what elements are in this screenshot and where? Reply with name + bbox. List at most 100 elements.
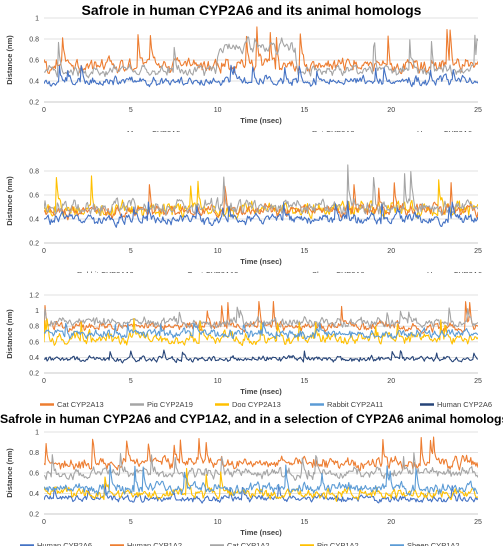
x-tick-label: 5 [129, 248, 133, 255]
distance-chart-2: 0.2 0.4 0.6 0.8 0 5 10 15 20 25 Time (nsec) Distanc… [5, 164, 482, 273]
legend-item-human-cyp2a6: Human CYP2A6 [417, 129, 472, 132]
x-tick-label: 25 [474, 248, 482, 255]
series-group [44, 26, 478, 88]
y-tick-label: 0.6 [29, 193, 39, 200]
legend-label: Dog CYP2A13 [232, 400, 281, 407]
y-tick-label: 0.6 [29, 58, 39, 65]
series-line-human-cyp2a6 [44, 482, 478, 504]
y-tick-label: 0.6 [29, 471, 39, 478]
series-line-sheep-cyp1a2 [44, 464, 478, 497]
y-tick-label: 1 [35, 308, 39, 315]
x-tick-label: 0 [42, 378, 46, 385]
y-tick-label: 1 [35, 16, 39, 23]
legend-label: Sheep CYP1A2 [407, 541, 460, 546]
legend-label: Rat CYP2A3 [312, 129, 355, 132]
legend-item-sheep-cyp1a2: Sheep CYP1A2 [390, 541, 460, 546]
y-tick-label: 1 [35, 430, 39, 437]
y-tick-label: 0.2 [29, 241, 39, 248]
legend-item-rabbit-cyp2a11: Rabbit CYP2A11 [310, 400, 383, 407]
section-title-1: Safrole in human CYP2A6 and its animal h… [81, 2, 422, 18]
legend-item-human-cyp2a6: Human CYP2A6 [427, 270, 482, 273]
x-axis-label: Time (nsec) [240, 116, 282, 125]
legend-item-pig-cyp1a2: Pig CYP1A2 [300, 541, 359, 546]
x-tick-label: 15 [301, 378, 309, 385]
legend-label: Mouse CYP2A5 [127, 129, 180, 132]
series-line-human-cyp2a6 [44, 349, 478, 364]
legend-label: Rabbit CYP2A10 [77, 270, 134, 273]
y-tick-label: 0.4 [29, 491, 39, 498]
x-tick-label: 20 [387, 519, 395, 526]
legend-label: Rabbit CYP2A11 [327, 400, 383, 407]
series-line-human-cyp1a2 [44, 436, 478, 471]
x-tick-label: 20 [387, 107, 395, 114]
legend-item-human-cyp2a6: Human CYP2A6 [420, 400, 492, 407]
x-tick-label: 0 [42, 248, 46, 255]
legend-label: Human CYP2A6 [417, 129, 472, 132]
x-tick-label: 10 [214, 107, 222, 114]
series-line-rat-cyp2a3 [44, 34, 478, 79]
y-axis-label: Distance (nm) [5, 309, 14, 359]
legend-label: Human CYP1A2 [127, 541, 182, 546]
legend-label: Human CYP2A6 [427, 270, 482, 273]
y-tick-label: 0.8 [29, 450, 39, 457]
section-title-2: Safrole in human CYP2A6 and CYP1A2, and … [0, 412, 503, 426]
y-tick-label: 0.8 [29, 169, 39, 176]
legend-label: Human CYP2A6 [437, 400, 492, 407]
series-line-goat-cyp2a13 [44, 182, 478, 221]
legend-item-goat-cyp2a13: Goat CYP2A13 [187, 270, 238, 273]
legend-item-sheep-cyp2a6: Sheep CYP2A6 [312, 270, 365, 273]
x-tick-label: 25 [474, 378, 482, 385]
y-axis-label: Distance (nm) [5, 176, 14, 226]
x-axis-label: Time (nsec) [240, 528, 282, 537]
y-tick-label: 0.2 [29, 100, 39, 107]
legend-item-dog-cyp2a13: Dog CYP2A13 [215, 400, 281, 407]
x-tick-label: 10 [214, 519, 222, 526]
x-tick-label: 5 [129, 519, 133, 526]
series-line-pig-cyp1a2 [44, 467, 478, 502]
y-tick-label: 0.2 [29, 371, 39, 378]
legend-item-rat-cyp2a3: Rat CYP2A3 [312, 129, 355, 132]
series-group [44, 436, 478, 504]
x-tick-label: 10 [214, 378, 222, 385]
series-line-sheep-cyp2a6 [44, 164, 478, 217]
series-line-rabbit-cyp2a11 [44, 322, 478, 340]
legend-label: Cat CYP1A2 [227, 541, 270, 546]
legend-label: Pig CYP2A19 [147, 400, 193, 407]
y-tick-label: 0.8 [29, 324, 39, 331]
x-tick-label: 5 [129, 107, 133, 114]
series-group [44, 300, 478, 364]
legend-label: Pig CYP1A2 [317, 541, 359, 546]
y-tick-label: 0.2 [29, 512, 39, 519]
x-axis-label: Time (nsec) [240, 387, 282, 396]
series-line-dog-cyp2a13 [44, 317, 478, 346]
x-tick-label: 10 [214, 248, 222, 255]
series-line-human-cyp2a6 [44, 64, 478, 88]
legend-item-mouse-cyp2a5: Mouse CYP2A5 [127, 129, 180, 132]
y-axis-label: Distance (nm) [5, 448, 14, 498]
series-line-human-cyp2a6 [44, 200, 478, 228]
legend-label: Human CYP2A6 [37, 541, 92, 546]
y-tick-label: 0.6 [29, 339, 39, 346]
y-tick-label: 0.4 [29, 79, 39, 86]
legend-label: Sheep CYP2A6 [312, 270, 365, 273]
x-tick-label: 15 [301, 107, 309, 114]
y-tick-label: 0.4 [29, 355, 39, 362]
x-tick-label: 25 [474, 519, 482, 526]
x-tick-label: 15 [301, 248, 309, 255]
legend-item-pig-cyp2a19: Pig CYP2A19 [130, 400, 193, 407]
series-line-cat-cyp1a2 [44, 452, 478, 481]
legend-label: Goat CYP2A13 [187, 270, 238, 273]
series-group [44, 164, 478, 228]
y-tick-label: 1.2 [29, 293, 39, 300]
x-tick-label: 0 [42, 519, 46, 526]
legend-item-cat-cyp2a13: Cat CYP2A13 [40, 400, 104, 407]
y-tick-label: 0.8 [29, 37, 39, 44]
x-tick-label: 20 [387, 248, 395, 255]
series-line-mouse-cyp2a5 [44, 26, 478, 75]
x-tick-label: 15 [301, 519, 309, 526]
legend-item-rabbit-cyp2a10: Rabbit CYP2A10 [77, 270, 134, 273]
x-axis-label: Time (nsec) [240, 257, 282, 266]
x-tick-label: 0 [42, 107, 46, 114]
distance-chart-3: 0.2 0.4 0.6 0.8 1 1.2 0 5 10 15 20 25 Time (nsec) Dis… [5, 293, 492, 408]
